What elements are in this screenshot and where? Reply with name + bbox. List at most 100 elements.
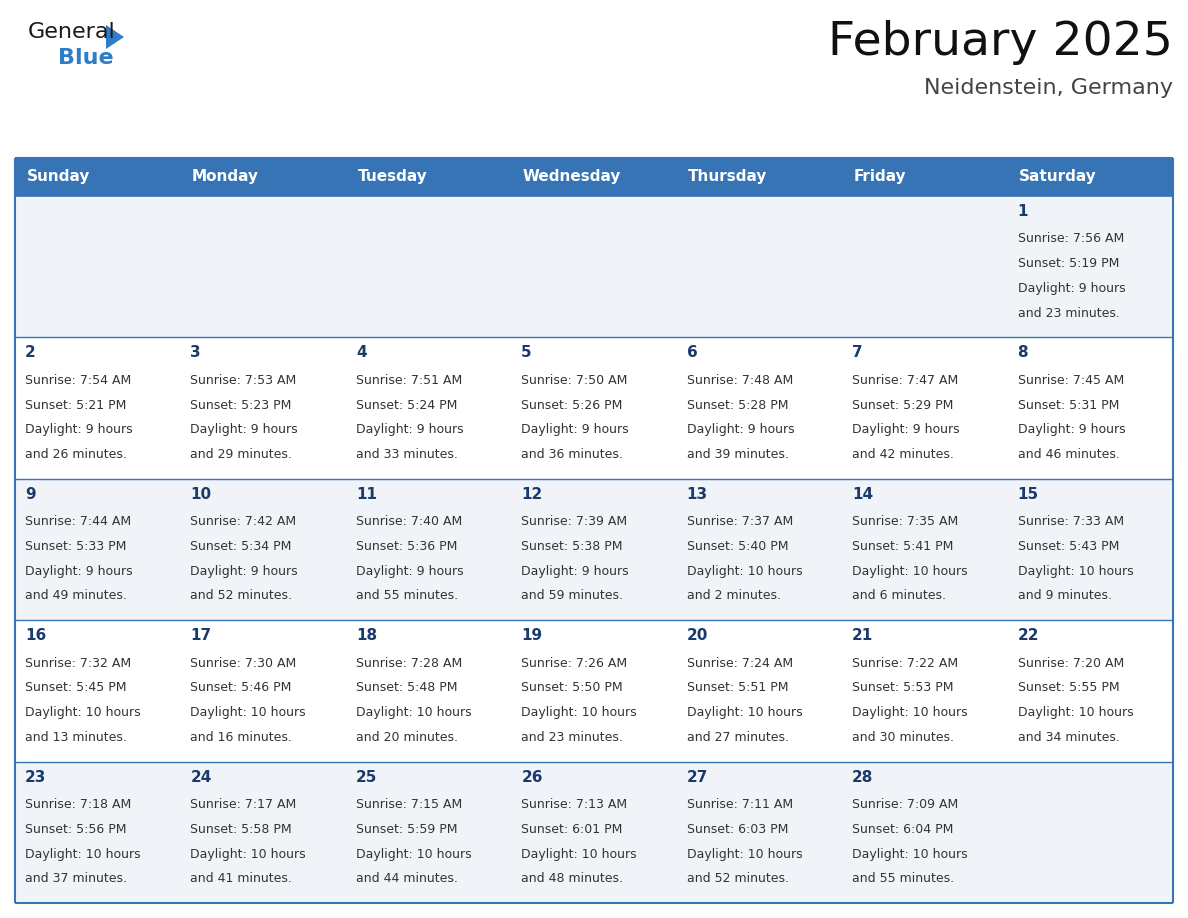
- Text: and 36 minutes.: and 36 minutes.: [522, 448, 624, 461]
- Text: 4: 4: [356, 345, 366, 361]
- Bar: [15, 338, 181, 479]
- Text: and 13 minutes.: and 13 minutes.: [25, 731, 127, 744]
- Bar: [181, 621, 346, 762]
- Text: Daylight: 10 hours: Daylight: 10 hours: [687, 706, 802, 719]
- Bar: [15, 762, 181, 903]
- Text: and 41 minutes.: and 41 minutes.: [190, 872, 292, 885]
- Text: Sunrise: 7:42 AM: Sunrise: 7:42 AM: [190, 515, 297, 528]
- Text: Friday: Friday: [854, 170, 906, 185]
- Bar: [346, 158, 511, 196]
- Bar: [346, 338, 511, 479]
- Text: Sunrise: 7:30 AM: Sunrise: 7:30 AM: [190, 656, 297, 669]
- Bar: [1007, 762, 1173, 903]
- Text: Thursday: Thursday: [688, 170, 767, 185]
- Text: Sunset: 5:55 PM: Sunset: 5:55 PM: [1018, 681, 1119, 694]
- Text: and 44 minutes.: and 44 minutes.: [356, 872, 457, 885]
- Bar: [1007, 158, 1173, 196]
- Text: February 2025: February 2025: [828, 20, 1173, 65]
- Text: and 27 minutes.: and 27 minutes.: [687, 731, 789, 744]
- Text: Daylight: 9 hours: Daylight: 9 hours: [1018, 423, 1125, 436]
- Text: 23: 23: [25, 769, 46, 785]
- Bar: [15, 158, 181, 196]
- Bar: [1007, 338, 1173, 479]
- Text: Sunset: 5:21 PM: Sunset: 5:21 PM: [25, 398, 126, 411]
- Text: Sunset: 5:40 PM: Sunset: 5:40 PM: [687, 540, 788, 553]
- Text: and 42 minutes.: and 42 minutes.: [852, 448, 954, 461]
- Text: Neidenstein, Germany: Neidenstein, Germany: [924, 78, 1173, 98]
- Text: General: General: [29, 22, 115, 42]
- Text: Sunrise: 7:13 AM: Sunrise: 7:13 AM: [522, 798, 627, 812]
- Bar: [842, 621, 1007, 762]
- Text: Daylight: 9 hours: Daylight: 9 hours: [356, 565, 463, 577]
- Text: Sunrise: 7:18 AM: Sunrise: 7:18 AM: [25, 798, 131, 812]
- Text: Sunset: 6:04 PM: Sunset: 6:04 PM: [852, 823, 954, 835]
- Text: Sunset: 5:29 PM: Sunset: 5:29 PM: [852, 398, 954, 411]
- Text: 14: 14: [852, 487, 873, 502]
- Text: Sunset: 5:48 PM: Sunset: 5:48 PM: [356, 681, 457, 694]
- Text: Daylight: 10 hours: Daylight: 10 hours: [852, 565, 968, 577]
- Text: Sunset: 5:45 PM: Sunset: 5:45 PM: [25, 681, 126, 694]
- Text: Sunrise: 7:47 AM: Sunrise: 7:47 AM: [852, 374, 959, 386]
- Text: Sunrise: 7:39 AM: Sunrise: 7:39 AM: [522, 515, 627, 528]
- Text: 8: 8: [1018, 345, 1028, 361]
- Text: 16: 16: [25, 628, 46, 644]
- Text: Daylight: 9 hours: Daylight: 9 hours: [356, 423, 463, 436]
- Text: Sunset: 5:23 PM: Sunset: 5:23 PM: [190, 398, 292, 411]
- Bar: [181, 196, 346, 338]
- Text: Sunset: 5:46 PM: Sunset: 5:46 PM: [190, 681, 292, 694]
- Text: Sunrise: 7:35 AM: Sunrise: 7:35 AM: [852, 515, 959, 528]
- Text: Sunset: 5:56 PM: Sunset: 5:56 PM: [25, 823, 126, 835]
- Bar: [842, 479, 1007, 621]
- Text: Monday: Monday: [192, 170, 259, 185]
- Text: Daylight: 9 hours: Daylight: 9 hours: [522, 423, 628, 436]
- Bar: [677, 196, 842, 338]
- Text: 18: 18: [356, 628, 377, 644]
- Text: Sunset: 5:59 PM: Sunset: 5:59 PM: [356, 823, 457, 835]
- Text: Sunrise: 7:28 AM: Sunrise: 7:28 AM: [356, 656, 462, 669]
- Text: Sunrise: 7:48 AM: Sunrise: 7:48 AM: [687, 374, 792, 386]
- Text: and 6 minutes.: and 6 minutes.: [852, 589, 946, 602]
- Text: and 16 minutes.: and 16 minutes.: [190, 731, 292, 744]
- Text: and 37 minutes.: and 37 minutes.: [25, 872, 127, 885]
- Bar: [181, 158, 346, 196]
- Text: Sunset: 5:51 PM: Sunset: 5:51 PM: [687, 681, 788, 694]
- Text: 2: 2: [25, 345, 36, 361]
- Text: and 59 minutes.: and 59 minutes.: [522, 589, 624, 602]
- Text: Sunset: 5:26 PM: Sunset: 5:26 PM: [522, 398, 623, 411]
- Text: Daylight: 10 hours: Daylight: 10 hours: [356, 706, 472, 719]
- Text: Daylight: 10 hours: Daylight: 10 hours: [852, 706, 968, 719]
- Bar: [842, 196, 1007, 338]
- Text: Sunrise: 7:53 AM: Sunrise: 7:53 AM: [190, 374, 297, 386]
- Text: Sunday: Sunday: [26, 170, 90, 185]
- Text: Sunset: 5:43 PM: Sunset: 5:43 PM: [1018, 540, 1119, 553]
- Text: Sunset: 5:28 PM: Sunset: 5:28 PM: [687, 398, 788, 411]
- Text: and 23 minutes.: and 23 minutes.: [1018, 307, 1119, 319]
- Text: 21: 21: [852, 628, 873, 644]
- Text: Daylight: 9 hours: Daylight: 9 hours: [1018, 282, 1125, 295]
- Text: Saturday: Saturday: [1019, 170, 1097, 185]
- Bar: [1007, 621, 1173, 762]
- Text: 10: 10: [190, 487, 211, 502]
- Text: Sunrise: 7:56 AM: Sunrise: 7:56 AM: [1018, 232, 1124, 245]
- Bar: [181, 479, 346, 621]
- Text: Sunset: 6:01 PM: Sunset: 6:01 PM: [522, 823, 623, 835]
- Text: 25: 25: [356, 769, 378, 785]
- Text: 26: 26: [522, 769, 543, 785]
- Text: Sunrise: 7:50 AM: Sunrise: 7:50 AM: [522, 374, 627, 386]
- Text: Sunrise: 7:24 AM: Sunrise: 7:24 AM: [687, 656, 792, 669]
- Text: 13: 13: [687, 487, 708, 502]
- Text: 15: 15: [1018, 487, 1038, 502]
- Text: Sunset: 5:34 PM: Sunset: 5:34 PM: [190, 540, 292, 553]
- Bar: [15, 479, 181, 621]
- Text: Sunrise: 7:09 AM: Sunrise: 7:09 AM: [852, 798, 959, 812]
- Text: 7: 7: [852, 345, 862, 361]
- Text: Daylight: 10 hours: Daylight: 10 hours: [1018, 706, 1133, 719]
- Text: Daylight: 10 hours: Daylight: 10 hours: [1018, 565, 1133, 577]
- Text: 17: 17: [190, 628, 211, 644]
- Text: 28: 28: [852, 769, 873, 785]
- Bar: [511, 621, 677, 762]
- Text: and 2 minutes.: and 2 minutes.: [687, 589, 781, 602]
- Text: and 52 minutes.: and 52 minutes.: [190, 589, 292, 602]
- Bar: [181, 762, 346, 903]
- Text: 12: 12: [522, 487, 543, 502]
